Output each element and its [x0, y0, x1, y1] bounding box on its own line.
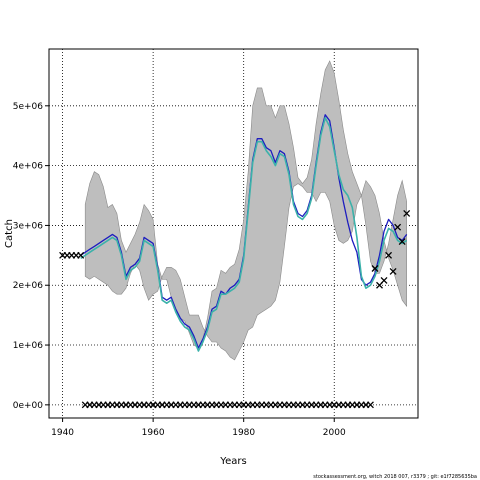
- y-tick-label: 3e+06: [13, 221, 44, 231]
- footer-credit: stockassessment.org, witch 2018 007, r33…: [313, 474, 477, 480]
- observation-point: [385, 251, 393, 259]
- y-tick-label: 5e+06: [13, 102, 44, 112]
- zero-observation-point: [367, 401, 374, 409]
- fit-lines-layer: [80, 114, 408, 352]
- observation-point: [394, 223, 402, 231]
- observation-point: [77, 251, 85, 259]
- axis-ticks-layer: 1940 1960 1980 2000 0e+00 1e+06 2e+06 3e+06 4e+0…: [13, 102, 346, 438]
- y-tick-label: 0e+00: [13, 401, 44, 411]
- confidence-band-layer: [84, 60, 407, 361]
- confidence-band: [84, 60, 407, 361]
- observation-point: [398, 238, 406, 246]
- y-tick-label: 1e+06: [13, 341, 44, 351]
- x-tick-label: 1980: [232, 428, 255, 438]
- x-tick-label: 1940: [51, 428, 74, 438]
- observation-markers-layer: [59, 210, 411, 409]
- observation-point: [403, 210, 411, 217]
- y-axis-title: Catch: [4, 219, 15, 248]
- x-tick-label: 2000: [323, 428, 346, 438]
- observation-point: [371, 265, 379, 272]
- observation-point: [389, 268, 397, 275]
- x-tick-label: 1960: [142, 428, 165, 438]
- fit-teal-line: [80, 117, 408, 352]
- plot-frame: [48, 48, 419, 419]
- x-axis-title: Years: [219, 456, 246, 467]
- y-tick-label: 2e+06: [13, 281, 44, 291]
- observation-point: [380, 276, 388, 284]
- y-tick-label: 4e+06: [13, 162, 44, 172]
